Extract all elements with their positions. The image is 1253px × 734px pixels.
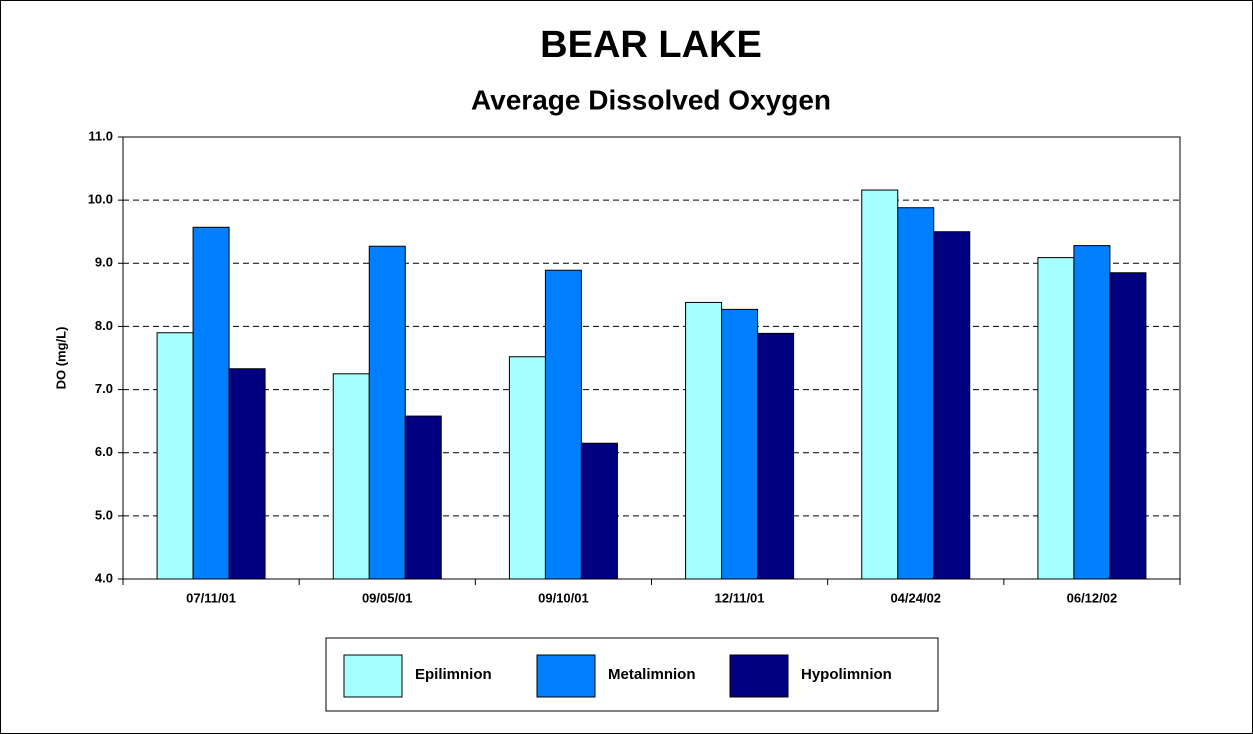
legend-label: Hypolimnion [801,666,892,683]
bar [508,356,546,580]
bar [685,301,723,580]
bar [1109,272,1147,580]
legend-label: Epilimnion [415,666,492,683]
x-tick-label: 09/05/01 [362,590,413,605]
bar [721,308,759,580]
x-tick-label: 09/10/01 [538,590,589,605]
y-tick-label: 9.0 [95,255,113,270]
y-tick-label: 6.0 [95,444,113,459]
bar [933,231,971,580]
chart-title: BEAR LAKE [540,24,762,66]
x-tick-label: 06/12/02 [1067,590,1118,605]
bar [897,207,935,580]
bar [861,189,899,580]
bar [368,245,406,580]
y-tick-label: 8.0 [95,318,113,333]
bar [1073,245,1111,580]
y-tick-label: 11.0 [88,128,113,143]
legend-swatch [729,654,789,698]
legend-label: Metalimnion [608,666,696,683]
x-tick-label: 12/11/01 [715,590,765,605]
y-tick-label: 10.0 [88,192,113,207]
bar [580,442,618,580]
chart-subtitle: Average Dissolved Oxygen [471,84,831,115]
y-tick-label: 5.0 [95,507,113,522]
bar [404,415,442,580]
legend-swatch [536,654,596,698]
legend-box [325,637,939,712]
bar [757,332,795,580]
y-tick-label: 7.0 [95,381,113,396]
bar [156,332,194,580]
y-tick-label: 4.0 [95,570,113,585]
y-axis-label: DO (mg/L) [53,327,68,390]
bar [332,373,370,580]
x-tick-label: 07/11/01 [186,590,236,605]
legend-swatch [343,654,403,698]
bar [228,368,266,580]
bar [544,269,582,580]
bar [1037,257,1075,580]
bar [192,226,230,580]
x-tick-label: 04/24/02 [890,590,941,605]
